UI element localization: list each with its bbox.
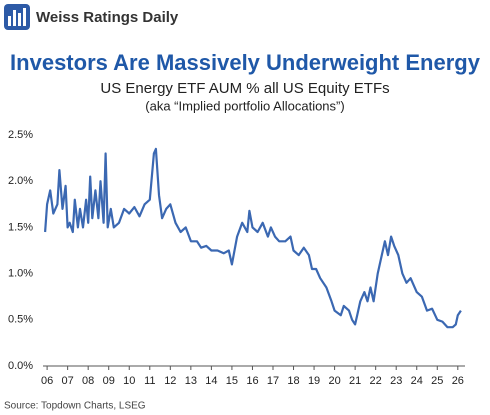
y-tick-label: 2.5% <box>8 129 33 141</box>
x-tick-label: 18 <box>287 375 299 387</box>
x-tick-label: 19 <box>308 375 320 387</box>
note: (aka “Implied portfolio Allocations”) <box>145 98 344 113</box>
y-tick-label: 0.0% <box>8 360 33 372</box>
x-tick-label: 20 <box>328 375 340 387</box>
logo <box>4 4 30 30</box>
x-tick-label: 22 <box>370 375 382 387</box>
x-tick-label: 13 <box>185 375 197 387</box>
x-tick-label: 11 <box>144 375 155 387</box>
line <box>44 147 462 329</box>
x-tick-label: 08 <box>82 375 94 387</box>
x-tick-label: 12 <box>164 375 176 387</box>
x-tick-label: 07 <box>62 375 74 387</box>
x-tick-label: 15 <box>226 375 238 387</box>
x-tick-label: 26 <box>452 375 464 387</box>
x-tick-label: 10 <box>123 375 135 387</box>
x-tick-label: 23 <box>390 375 402 387</box>
x-tick-label: 25 <box>431 375 443 387</box>
x-tick-label: 16 <box>246 375 258 387</box>
x-tick-label: 17 <box>267 375 279 387</box>
chart-title: Investors Are Massively Underweight Ener… <box>10 50 481 75</box>
source: Source: Topdown Charts, LSEG <box>4 401 146 412</box>
x-tick-label: 24 <box>411 375 423 387</box>
y-tick-label: 0.5% <box>8 314 33 326</box>
x-tick-label: 14 <box>205 375 217 387</box>
y-tick-label: 2.0% <box>8 175 33 187</box>
x-tick-label: 09 <box>103 375 115 387</box>
x-tick-label: 21 <box>349 375 361 387</box>
subtitle: US Energy ETF AUM % all US Equity ETFs <box>100 80 389 97</box>
y-tick-label: 1.5% <box>8 221 33 233</box>
x-tick-label: 06 <box>41 375 53 387</box>
y-tick-label: 1.0% <box>8 268 33 280</box>
brand: Weiss Ratings Daily <box>36 9 179 26</box>
